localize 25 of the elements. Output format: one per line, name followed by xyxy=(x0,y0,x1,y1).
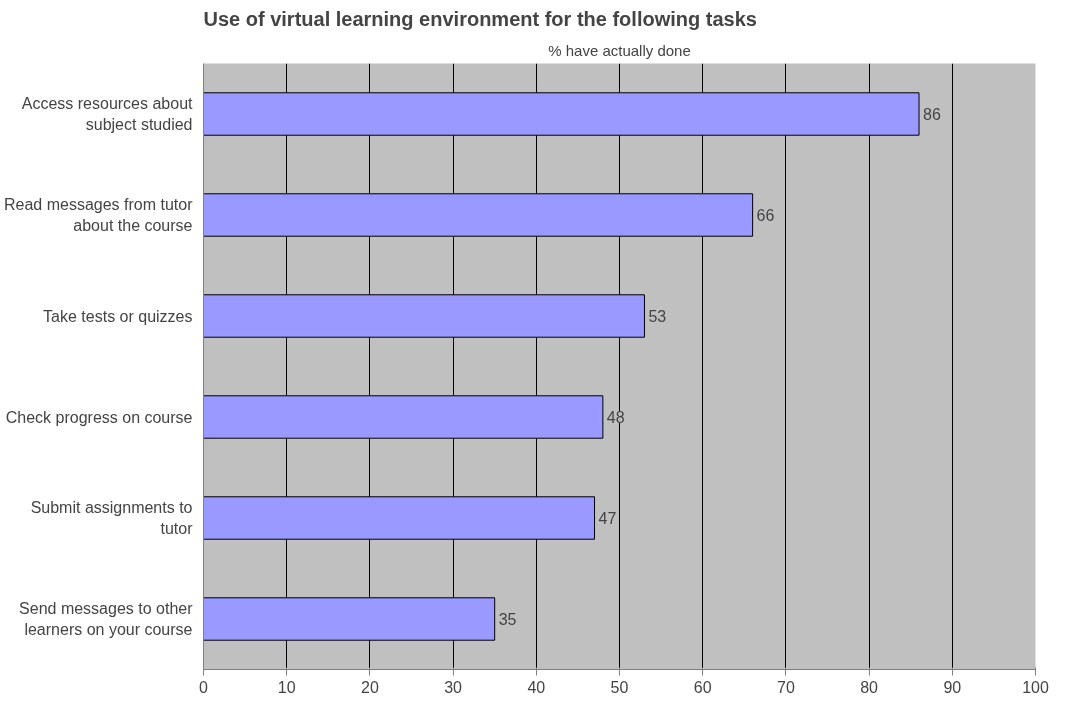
y-tick-label: Check progress on course xyxy=(5,408,193,426)
y-tick-label: Submit assignments to tutor xyxy=(30,499,194,537)
data-label: 53 xyxy=(648,308,667,325)
data-label: 66 xyxy=(756,207,775,224)
chart-subtitle: % have actually done xyxy=(548,41,691,59)
x-tick-label: 60 xyxy=(693,678,712,696)
x-tick-label: 30 xyxy=(444,678,463,696)
x-tick-label: 0 xyxy=(199,678,209,696)
y-tick-label: Read messages from tutor about the course xyxy=(3,196,194,234)
x-tick-label: 100 xyxy=(1022,678,1049,696)
x-tick-label: 90 xyxy=(943,678,962,696)
data-label: 47 xyxy=(598,510,617,527)
y-tick-label: Access resources about subject studied xyxy=(21,95,194,133)
y-tick-label: Take tests or quizzes xyxy=(43,307,193,325)
data-label: 86 xyxy=(923,106,941,123)
x-tick-label: 40 xyxy=(527,678,546,696)
x-tick-label: 50 xyxy=(610,678,629,696)
x-tick-label: 80 xyxy=(860,678,879,696)
x-tick-label: 20 xyxy=(361,678,379,696)
x-tick-label: 70 xyxy=(777,678,795,696)
data-label: 48 xyxy=(606,409,625,426)
chart-title: Use of virtual learning environment for the following tasks xyxy=(203,7,757,30)
y-tick-label: Send messages to other learners on your course xyxy=(19,600,194,638)
data-label: 35 xyxy=(498,611,517,628)
x-tick-label: 10 xyxy=(277,678,296,696)
